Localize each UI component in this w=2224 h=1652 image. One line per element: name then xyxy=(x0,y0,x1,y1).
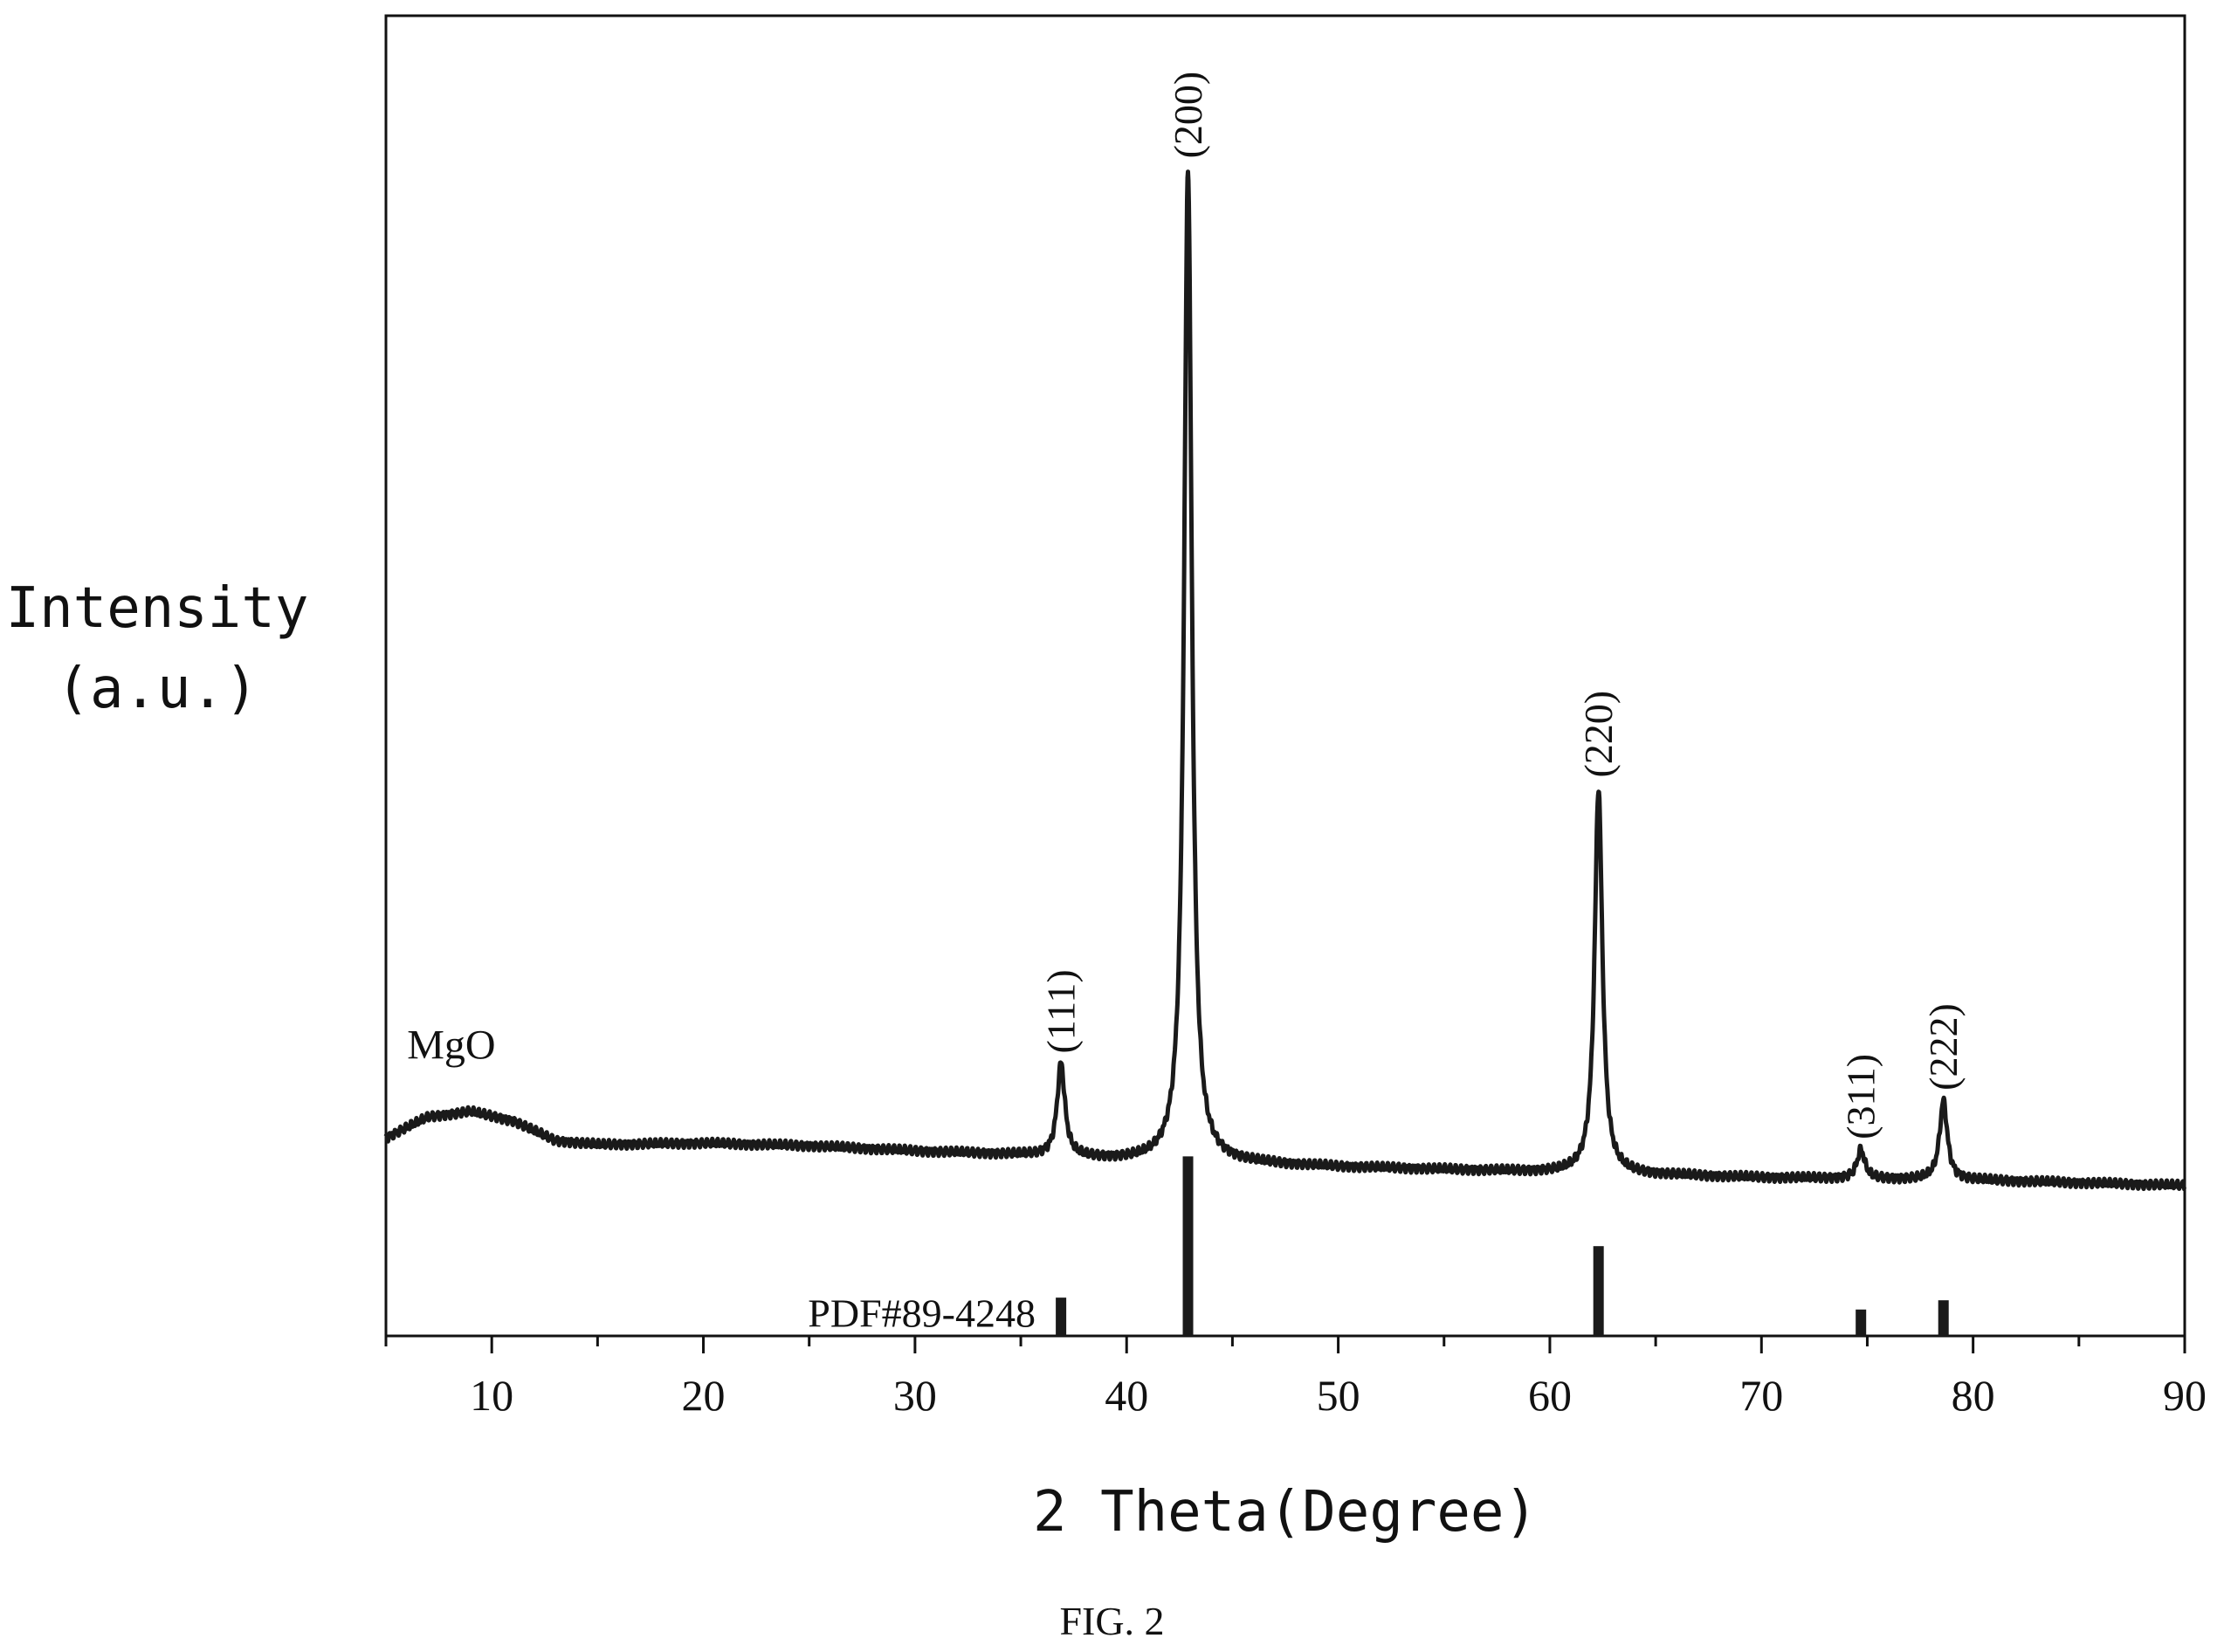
x-tick-label: 50 xyxy=(1317,1371,1360,1420)
x-tick-label: 90 xyxy=(2163,1371,2207,1420)
peak-label: (222) xyxy=(1921,1003,1966,1091)
reference-stick xyxy=(1856,1309,1867,1336)
series-line-mgo xyxy=(383,169,2186,1192)
reference-label: PDF#89-4248 xyxy=(808,1291,1036,1335)
reference-stick xyxy=(1593,1246,1604,1336)
x-tick-label: 80 xyxy=(1952,1371,1995,1420)
peak-label: (311) xyxy=(1839,1054,1883,1139)
y-axis-label-line1: Intensity xyxy=(5,576,309,641)
reference-stick xyxy=(1182,1156,1194,1336)
x-axis-label: 2 Theta(Degree) xyxy=(1033,1480,1538,1545)
x-tick-label: 40 xyxy=(1105,1371,1148,1420)
plot-frame xyxy=(384,14,2186,1338)
reference-stick xyxy=(1056,1298,1067,1336)
figure-caption: FIG. 2 xyxy=(1059,1599,1165,1643)
x-tick-label: 70 xyxy=(1739,1371,1783,1420)
reference-stick xyxy=(1938,1300,1949,1336)
series-label-mgo: MgO xyxy=(407,1022,495,1068)
x-tick-label: 30 xyxy=(893,1371,937,1420)
x-tick-label: 10 xyxy=(470,1371,513,1420)
peak-label: (111) xyxy=(1039,969,1084,1053)
peak-label: (220) xyxy=(1576,691,1621,778)
y-axis-label: Intensity (a.u.) xyxy=(0,581,314,717)
peak-label: (200) xyxy=(1166,72,1210,159)
x-tick-label: 60 xyxy=(1528,1371,1572,1420)
x-tick-label: 20 xyxy=(682,1371,726,1420)
y-axis-label-line2: (a.u.) xyxy=(56,657,258,721)
